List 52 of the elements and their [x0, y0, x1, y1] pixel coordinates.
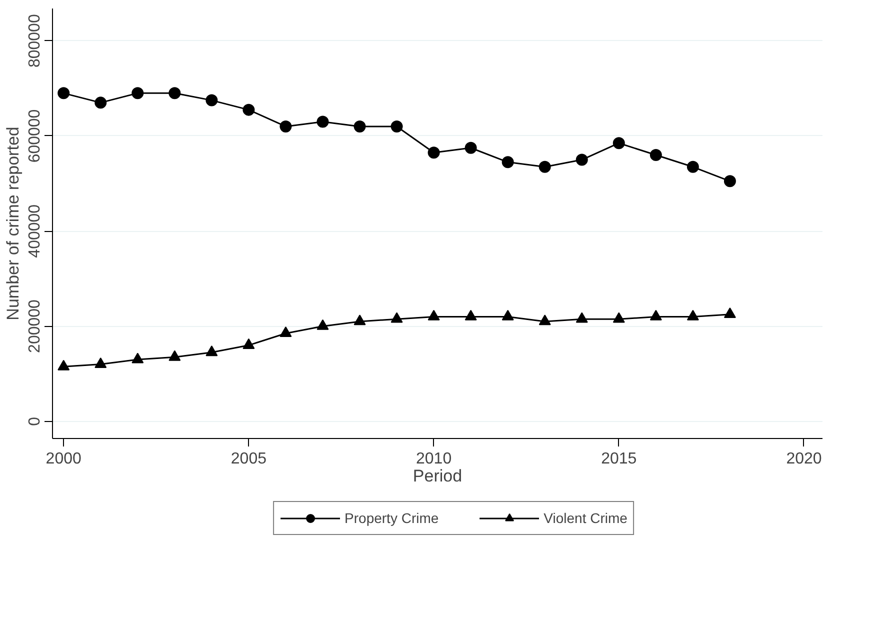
point — [206, 94, 218, 106]
point — [280, 120, 292, 132]
x-tick-label: 2020 — [786, 450, 822, 468]
point — [58, 360, 70, 370]
point — [502, 310, 514, 320]
point — [94, 96, 107, 109]
x-tick-label: 2010 — [416, 450, 452, 468]
point — [242, 104, 255, 116]
point — [94, 357, 107, 368]
point — [650, 310, 662, 320]
point — [242, 338, 255, 349]
legend-label: Violent Crime — [544, 510, 628, 526]
legend-label: Property Crime — [344, 510, 439, 526]
point — [132, 352, 144, 364]
x-tick-label: 2005 — [230, 450, 267, 468]
x-tick-label: 2015 — [601, 450, 637, 468]
point — [464, 310, 477, 320]
point — [354, 314, 366, 326]
point — [686, 310, 699, 320]
point — [538, 314, 551, 326]
point — [724, 175, 736, 188]
point — [428, 310, 440, 320]
point — [612, 312, 625, 323]
point — [576, 312, 588, 323]
point — [168, 350, 181, 361]
point — [390, 312, 403, 323]
y-tick-label: 600000 — [26, 109, 44, 163]
point — [650, 149, 662, 161]
y-tick-label: 800000 — [26, 14, 44, 68]
y-axis-title: Number of crime reported — [4, 126, 22, 320]
point — [464, 142, 477, 154]
point — [132, 87, 144, 100]
point — [428, 146, 440, 159]
point — [316, 319, 329, 330]
point — [168, 87, 181, 100]
x-tick-label: 2000 — [46, 450, 82, 468]
point — [612, 137, 625, 150]
point — [316, 116, 329, 128]
point — [390, 120, 403, 132]
point — [280, 326, 292, 338]
point — [576, 154, 588, 166]
y-tick-label: 400000 — [26, 204, 44, 258]
point — [538, 160, 551, 173]
y-tick-label: 200000 — [26, 299, 44, 353]
point — [58, 87, 70, 100]
point — [724, 308, 736, 318]
x-axis-title: Period — [412, 466, 462, 486]
point — [206, 346, 218, 356]
point — [686, 160, 699, 173]
y-tick-label: 0 — [26, 416, 44, 426]
point — [502, 156, 514, 168]
point — [354, 120, 366, 132]
